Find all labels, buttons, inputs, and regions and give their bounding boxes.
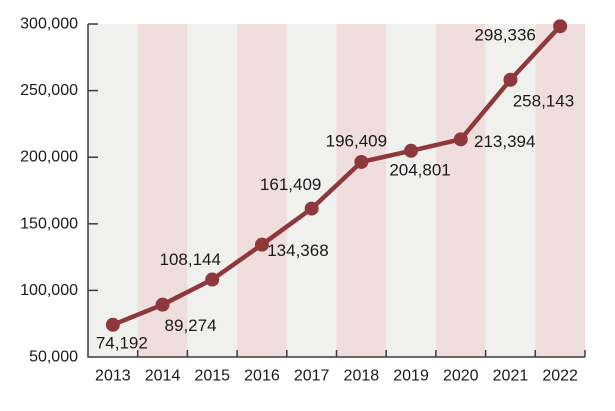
data-point-label-2015: 108,144 (160, 250, 221, 269)
x-axis-label-2019: 2019 (393, 368, 429, 385)
data-point-2014 (155, 297, 170, 312)
x-axis-label-2020: 2020 (443, 368, 479, 385)
x-axis-label-2016: 2016 (244, 368, 280, 385)
plot-band-2015 (187, 24, 238, 357)
x-axis-label-2014: 2014 (145, 368, 181, 385)
y-axis-tick-label: 300,000 (20, 16, 78, 33)
y-axis-tick-label: 100,000 (20, 282, 78, 299)
data-point-2015 (205, 272, 220, 287)
x-axis-label-2018: 2018 (344, 368, 380, 385)
data-point-2020 (453, 132, 468, 147)
data-point-2013 (105, 317, 120, 332)
plot-band-2016 (237, 24, 287, 357)
x-axis-label-2021: 2021 (493, 368, 529, 385)
x-axis-label-2022: 2022 (542, 368, 578, 385)
data-point-label-2016: 134,368 (267, 241, 328, 260)
data-line (110, 23, 563, 328)
data-point-label-2013: 74,192 (96, 333, 148, 352)
data-point-label-2021: 258,143 (513, 91, 574, 110)
data-point-label-2022: 298,336 (474, 26, 535, 45)
plot-band-2018 (336, 24, 387, 357)
plot-band-2022 (535, 24, 585, 357)
y-axis-tick-label: 200,000 (20, 149, 78, 166)
plot-band-2020 (435, 24, 486, 357)
data-point-label-2014: 89,274 (165, 316, 217, 335)
y-axis-tick-label: 150,000 (20, 215, 78, 232)
data-point-label-2018: 196,409 (326, 131, 387, 150)
data-point-label-2020: 213,394 (474, 132, 535, 151)
y-axis-tick-label: 250,000 (20, 82, 78, 99)
data-point-2022 (553, 19, 568, 34)
y-axis-tick-label: 50,000 (29, 349, 78, 366)
x-axis-label-2017: 2017 (294, 368, 330, 385)
data-point-label-2017: 161,409 (260, 175, 321, 194)
data-point-2017 (304, 201, 319, 216)
x-axis-label-2015: 2015 (194, 368, 230, 385)
data-point-2016 (254, 237, 269, 252)
data-point-2021 (503, 72, 518, 87)
plot-band-2013 (88, 24, 138, 357)
data-point-2019 (404, 143, 419, 158)
data-point-2018 (354, 154, 369, 169)
axis-lines (87, 24, 585, 358)
plot-band-2019 (386, 24, 436, 357)
data-point-label-2019: 204,801 (389, 160, 450, 179)
x-axis-label-2013: 2013 (95, 368, 131, 385)
